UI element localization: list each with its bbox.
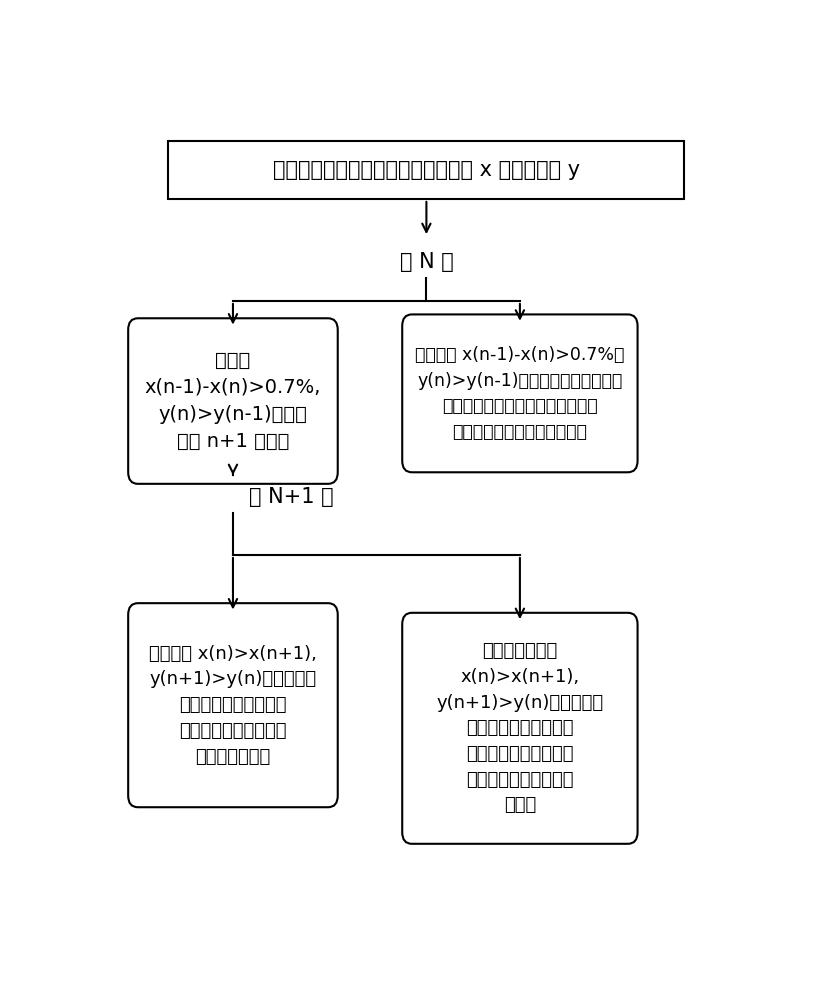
- Text: 第 N+1 圈: 第 N+1 圈: [249, 487, 334, 507]
- FancyBboxPatch shape: [402, 613, 637, 844]
- Text: 如满足
x(n-1)-x(n)>0.7%,
y(n)>y(n-1)，则继
续第 n+1 圈循环: 如满足 x(n-1)-x(n)>0.7%, y(n)>y(n-1)，则继 续第 …: [145, 351, 321, 451]
- FancyBboxPatch shape: [402, 314, 637, 472]
- Text: 继续满足 x(n)>x(n+1),
y(n+1)>y(n)，则认为所
述金属二次电池出现微
短路，停止对所述金属
二次电池的检测: 继续满足 x(n)>x(n+1), y(n+1)>y(n)，则认为所 述金属二次…: [149, 645, 317, 766]
- Text: 循环过程中金属二次电池的库伦效率 x 和充电容量 y: 循环过程中金属二次电池的库伦效率 x 和充电容量 y: [273, 160, 580, 180]
- FancyBboxPatch shape: [128, 318, 338, 484]
- FancyBboxPatch shape: [168, 141, 685, 199]
- Text: 反之，没有满足
x(n)>x(n+1),
y(n+1)>y(n)，则认为所
述金属二次电池没有出
现微短路的情况，继续
对所述金属二次电池进
行检测: 反之，没有满足 x(n)>x(n+1), y(n+1)>y(n)，则认为所 述金…: [436, 642, 603, 814]
- Text: 如不满足 x(n-1)-x(n)>0.7%，
y(n)>y(n-1)，则认为所述金属二次
电池没有出现微短路的情况，继续
对所述金属二次电池进行检测: 如不满足 x(n-1)-x(n)>0.7%， y(n)>y(n-1)，则认为所述…: [415, 346, 625, 441]
- FancyBboxPatch shape: [128, 603, 338, 807]
- Text: 第 N 圈: 第 N 圈: [399, 252, 453, 272]
